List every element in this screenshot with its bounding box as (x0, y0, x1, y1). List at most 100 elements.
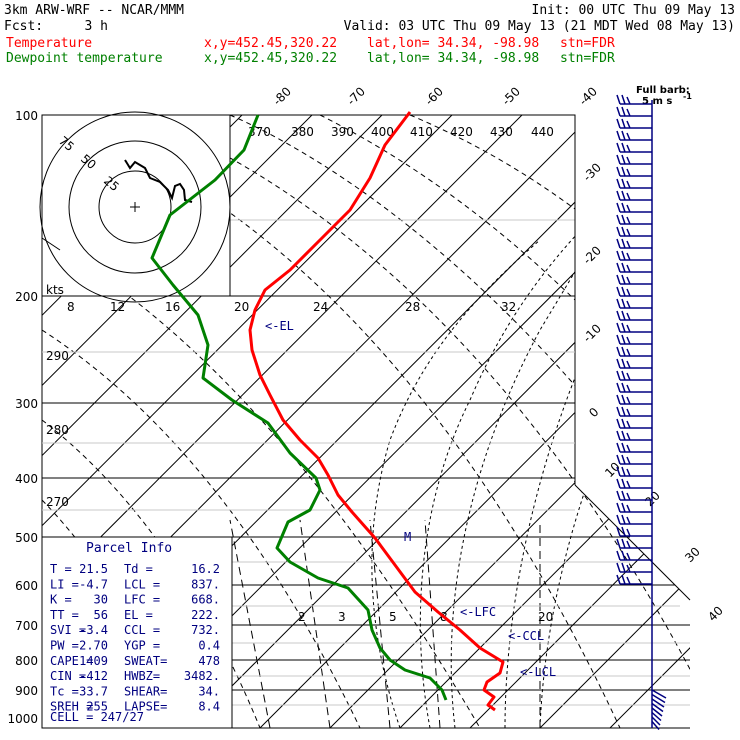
temperature-coord: x,y=452.45,320.22 (204, 36, 337, 51)
forecast-label: Fcst: (4, 19, 43, 34)
parcel-info-cell: LCL = (124, 577, 160, 591)
wind-barb-low (651, 711, 662, 722)
pressure-label: 300 (15, 397, 38, 411)
parcel-info-cell: HWBZ= (124, 669, 160, 683)
wind-barb (616, 154, 652, 165)
wind-scale: Full barb: 5 m s -1 (636, 85, 692, 107)
pressure-label: 1000 (7, 712, 38, 726)
parcel-info-box (41, 536, 233, 729)
parcel-info-cell: 3482. (184, 669, 220, 683)
dewpoint-latlon: lat,lon= 34.34, -98.98 (367, 51, 539, 66)
parcel-info-cell: 255 (86, 700, 108, 714)
speed-tick-labels: 8 12 16 20 24 28 32 (67, 300, 516, 314)
wind-barb (616, 190, 652, 201)
speed-tick: 8 (67, 300, 75, 314)
wind-barb (616, 142, 652, 153)
wind-barb (616, 322, 652, 333)
valid-time: Valid: 03 UTC Thu 09 May 13 (21 MDT Wed … (344, 19, 735, 34)
wind-barb (616, 538, 652, 549)
mixing-ratio-label: 3 (338, 610, 346, 624)
dewpoint-line (150, 114, 448, 701)
wind-barbs (616, 94, 667, 730)
parcel-info-cell: 1409 (79, 654, 108, 668)
parcel-info-cell: CIN = (50, 669, 86, 683)
wind-barb (616, 298, 652, 309)
mixing-ratio-labels: 2 3 5 8 20 (298, 610, 553, 624)
dry-adiabat-label: 270 (46, 495, 69, 509)
wind-barb (616, 250, 652, 261)
parcel-info-cell: -3.4 (79, 623, 108, 637)
wind-barb (616, 514, 652, 525)
parcel-info-cell: -4.7 (79, 577, 108, 591)
speed-tick: 12 (110, 300, 125, 314)
parcel-info-cell: LAPSE= (124, 700, 167, 714)
m-marker: M (404, 530, 411, 544)
parcel-info-cell: SWEAT= (124, 654, 167, 668)
wind-barb (616, 466, 652, 477)
parcel-info-cell: -412 (79, 669, 108, 683)
parcel-info-cell: 0.4 (198, 639, 220, 653)
wind-barb (616, 346, 652, 357)
parcel-info-cell: Tc = (50, 684, 79, 698)
init-time: Init: 00 UTC Thu 09 May 13 (532, 3, 736, 18)
parcel-info-cell: YGP = (124, 639, 160, 653)
wind-barb-low (651, 721, 660, 730)
wind-barb (616, 382, 652, 393)
pressure-labels: 100 200 300 400 500 600 700 800 900 1000 (7, 109, 38, 726)
isotherm-label: -30 (580, 160, 604, 184)
wind-barb (616, 430, 652, 441)
isotherm-label: -80 (270, 84, 294, 108)
parcel-info-cell: CAPE = (50, 654, 93, 668)
parcel-info-cell: 732. (191, 623, 220, 637)
theta-e-label: 420 (450, 125, 473, 139)
pressure-label: 800 (15, 654, 38, 668)
parcel-info-cell: K = (50, 593, 72, 607)
parcel-info-cell: 21.5 (79, 562, 108, 576)
wind-barb-low (651, 693, 666, 704)
parcel-info-cell: Td = (124, 562, 153, 576)
wind-barb (616, 442, 652, 453)
wind-barb (616, 178, 652, 189)
el-marker: <-EL (265, 319, 294, 333)
speed-tick: 32 (501, 300, 516, 314)
temperature-legend: Temperature (6, 36, 92, 51)
wind-barb (616, 286, 652, 297)
theta-e-label: 400 (371, 125, 394, 139)
wind-barb (616, 454, 652, 465)
pressure-label: 500 (15, 531, 38, 545)
theta-e-label: 430 (490, 125, 513, 139)
speed-tick: 28 (405, 300, 420, 314)
parcel-info-cell: 56 (94, 608, 108, 622)
isotherm-label: -20 (580, 243, 604, 267)
parcel-info-cell: SVI = (50, 623, 86, 637)
parcel-info-cell: PW = (50, 639, 79, 653)
parcel-info-cell: CCL = (124, 623, 160, 637)
dry-adiabat-label: 290 (46, 349, 69, 363)
parcel-info-cell: 8.4 (198, 700, 220, 714)
parcel-info-cell: T = (50, 562, 72, 576)
pressure-label: 200 (15, 290, 38, 304)
wind-barb (616, 166, 652, 177)
dewpoint-legend: Dewpoint temperature (6, 51, 163, 66)
wind-barb (616, 310, 652, 321)
pressure-label: 100 (15, 109, 38, 123)
speed-tick: 20 (234, 300, 249, 314)
wind-scale-exponent: -1 (683, 92, 692, 101)
wind-barb (616, 202, 652, 213)
wind-barb (616, 226, 652, 237)
isotherm-label: -40 (576, 84, 600, 108)
theta-e-label: 440 (531, 125, 554, 139)
level-markers: <-EL <-LFC <-CCL <-LCL M (265, 319, 556, 679)
wind-barb-low (651, 707, 663, 717)
parcel-info-cell: SREH = (50, 700, 93, 714)
lfc-marker: <-LFC (460, 605, 496, 619)
temperature-station: stn=FDR (560, 36, 615, 51)
dewpoint-station: stn=FDR (560, 51, 615, 66)
parcel-info-cell: SHEAR= (124, 684, 167, 698)
wind-barb (616, 334, 652, 345)
dewpoint-coord: x,y=452.45,320.22 (204, 51, 337, 66)
parcel-info-cell: 837. (191, 577, 220, 591)
mixing-ratio-label: 20 (538, 610, 553, 624)
parcel-info-rows: T = 21.5 Td = 16.2 LI = -4.7 LCL = 837. K = 30 LFC… (50, 562, 220, 714)
